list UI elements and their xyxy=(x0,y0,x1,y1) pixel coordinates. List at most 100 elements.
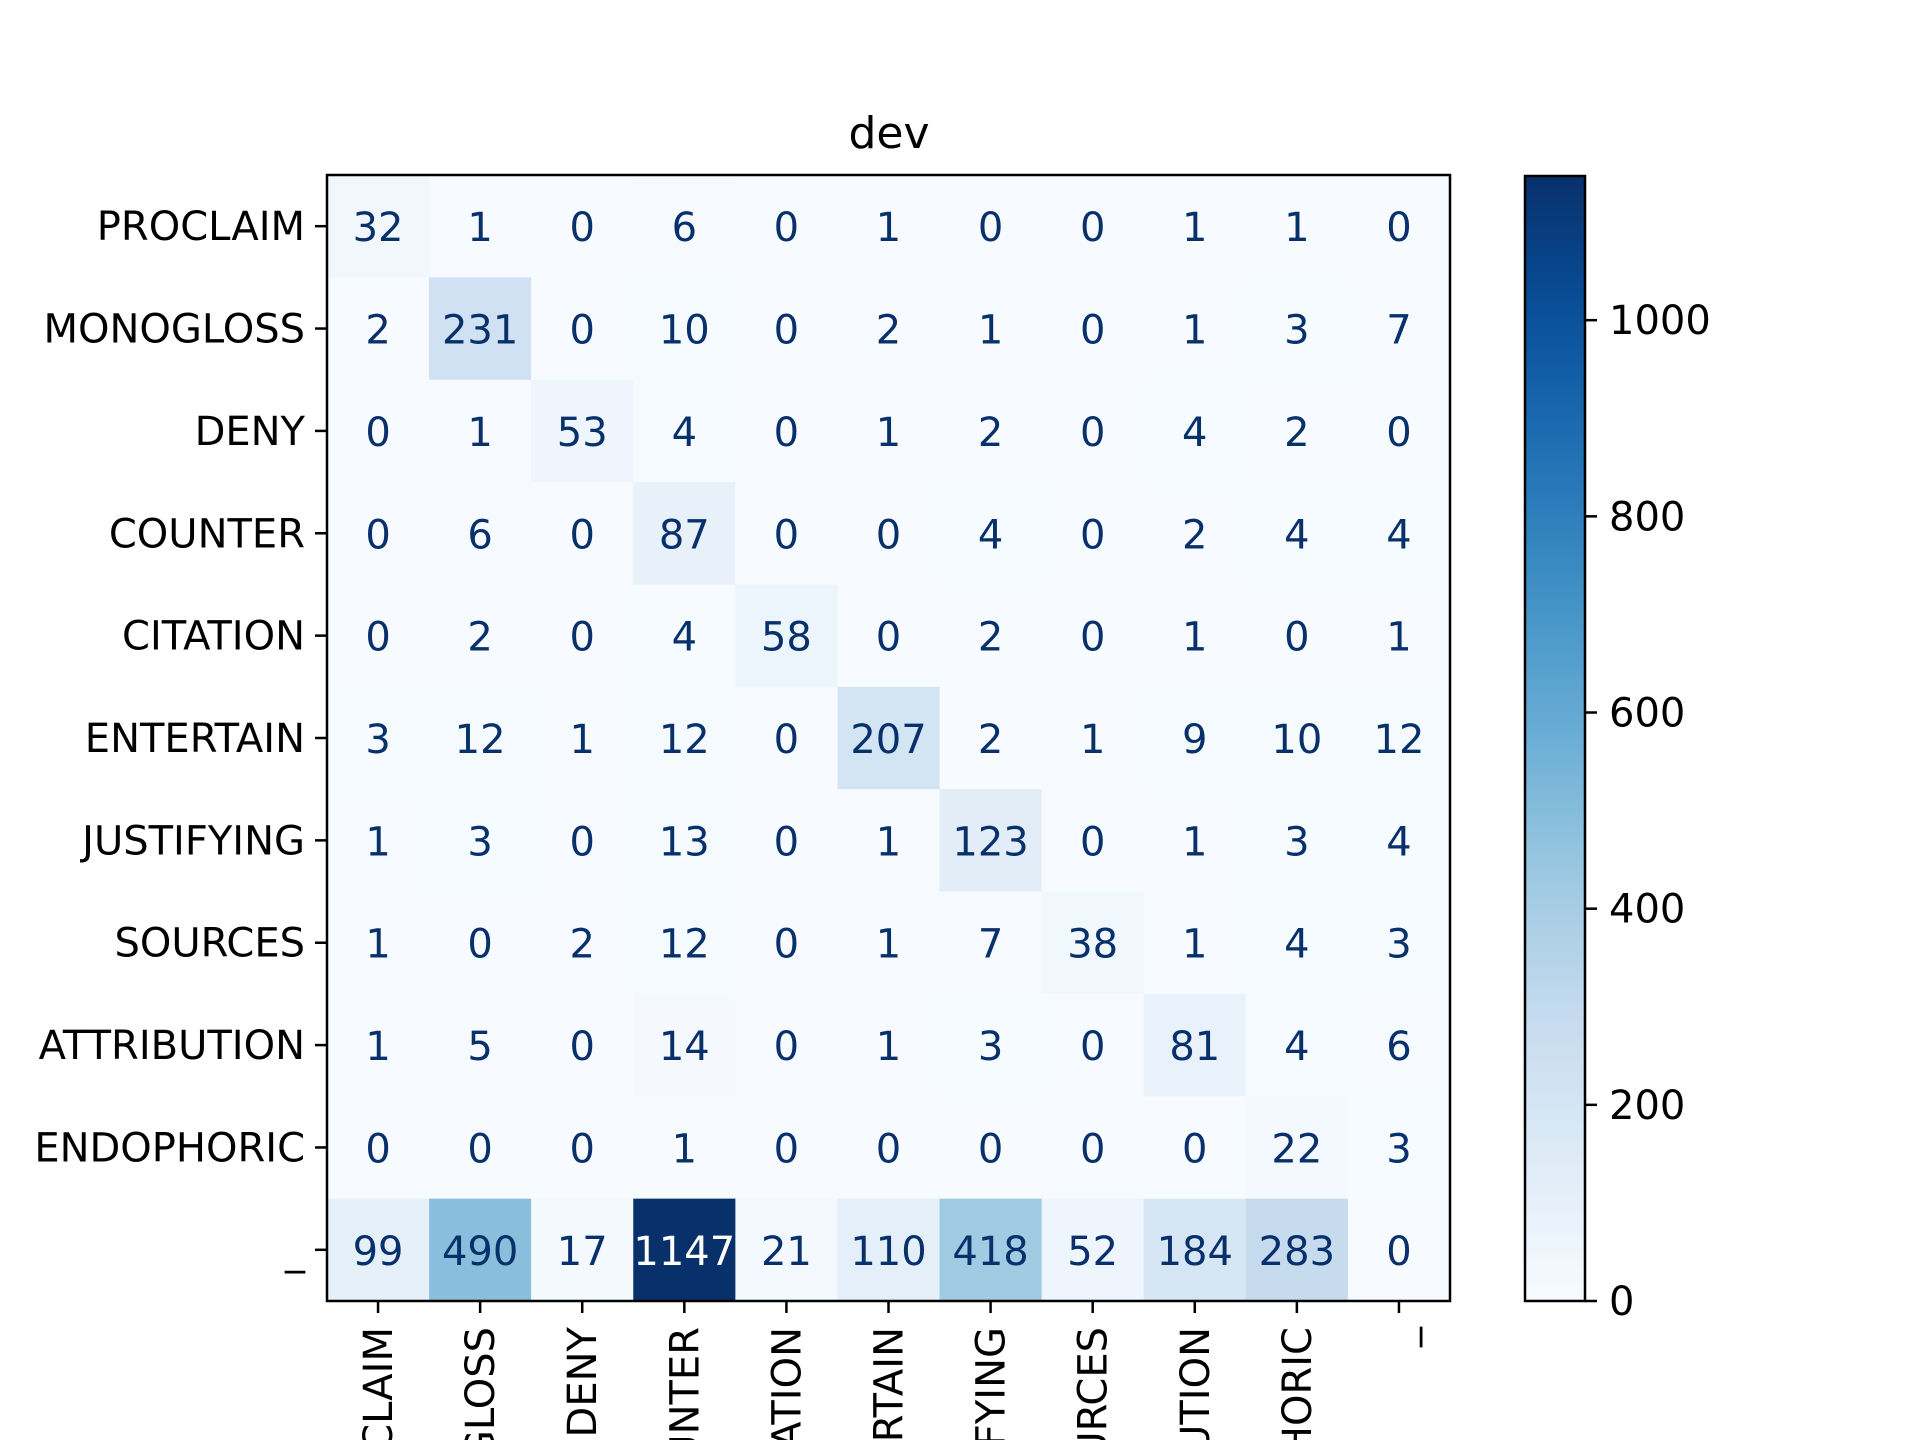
cell-value-label: 3 xyxy=(1284,819,1309,865)
heatmap-cell xyxy=(1041,1198,1145,1302)
cell-value-label: 3 xyxy=(1386,1126,1411,1172)
heatmap-cell xyxy=(735,1096,839,1200)
heatmap-cell xyxy=(1347,482,1451,586)
cell-value-label: 1 xyxy=(876,819,901,865)
cell-value-label: 4 xyxy=(1386,819,1411,865)
heatmap-cell xyxy=(837,1096,941,1200)
y-tick-label: ENDOPHORIC xyxy=(34,1125,305,1171)
cell-value-label: 1 xyxy=(1182,922,1207,968)
y-tick-label: ATTRIBUTION xyxy=(39,1023,305,1069)
cell-value-label: 6 xyxy=(672,205,697,251)
heatmap-cell xyxy=(327,379,430,483)
heatmap-cell xyxy=(1041,686,1145,790)
cell-value-label: 123 xyxy=(952,819,1028,865)
cell-value-label: 4 xyxy=(1284,1024,1309,1070)
heatmap-cell xyxy=(1143,1198,1247,1302)
cell-value-label: 0 xyxy=(1386,205,1411,251)
heatmap-cell xyxy=(633,482,736,586)
cell-value-label: 1 xyxy=(876,410,901,456)
heatmap-cell xyxy=(1245,175,1349,278)
heatmap-cell xyxy=(939,686,1043,790)
y-axis: PROCLAIM MONOGLOSS DENY COUNTER CITATION ENTE… xyxy=(34,204,327,1274)
cell-value-label: 2 xyxy=(978,717,1003,763)
y-tick-label: MONOGLOSS xyxy=(43,307,305,353)
cell-value-label: 0 xyxy=(876,512,901,558)
heatmap-cell xyxy=(1347,175,1451,278)
heatmap-cell xyxy=(1143,277,1247,381)
y-tick-label: SOURCES xyxy=(114,921,305,967)
heatmap-cell xyxy=(1347,1096,1451,1200)
cell-value-label: 5 xyxy=(467,1024,492,1070)
cell-value-label: 0 xyxy=(1080,819,1105,865)
y-tick-label: ENTERTAIN xyxy=(85,716,305,762)
cell-value-label: 184 xyxy=(1157,1229,1233,1275)
heatmap-cell xyxy=(327,891,430,995)
cell-value-label: 1 xyxy=(1182,615,1207,661)
heatmap-cell xyxy=(1245,482,1349,586)
heatmap-cell xyxy=(735,686,839,790)
y-tick-label: JUSTIFYING xyxy=(79,818,305,864)
x-tick-label: ATION xyxy=(764,1327,810,1440)
cell-value-label: 0 xyxy=(467,922,492,968)
x-tick-label: GLOSS xyxy=(458,1327,504,1440)
cell-value-label: 12 xyxy=(659,717,710,763)
cell-value-label: 0 xyxy=(774,1024,799,1070)
cell-value-label: 4 xyxy=(1284,512,1309,558)
heatmap-cell xyxy=(1245,1096,1349,1200)
heatmap-cell xyxy=(1143,789,1247,893)
heatmap-cell xyxy=(429,175,532,278)
cell-value-label: 2 xyxy=(1182,512,1207,558)
heatmap-cell xyxy=(837,789,941,893)
heatmap-cell xyxy=(531,891,634,995)
heatmap-cell xyxy=(735,993,839,1097)
cell-value-label: 99 xyxy=(353,1229,404,1275)
cell-value-label: 0 xyxy=(1182,1126,1207,1172)
heatmap-cell xyxy=(1245,379,1349,483)
heatmap-cell xyxy=(1041,482,1145,586)
cell-value-label: 12 xyxy=(1374,717,1425,763)
cell-value-label: 0 xyxy=(774,512,799,558)
cell-value-label: 21 xyxy=(761,1229,812,1275)
heatmap-cell xyxy=(633,379,736,483)
cell-value-label: 2 xyxy=(467,615,492,661)
heatmap-cell xyxy=(735,789,839,893)
heatmap-cell xyxy=(735,584,839,688)
cell-value-label: 1 xyxy=(672,1126,697,1172)
x-tick-label: _ xyxy=(1377,1326,1423,1348)
cell-value-label: 1 xyxy=(365,1024,390,1070)
cell-value-label: 0 xyxy=(570,308,595,354)
cell-value-label: 3 xyxy=(1284,308,1309,354)
heatmap-cell xyxy=(1245,1198,1349,1302)
heatmap-cell xyxy=(1041,891,1145,995)
heatmap-cell xyxy=(1347,277,1451,381)
colorbar-gradient xyxy=(1523,174,1587,1303)
cell-value-label: 1 xyxy=(1182,205,1207,251)
colorbar-tick-label: 400 xyxy=(1609,887,1685,933)
x-tick-label: HORIC xyxy=(1275,1327,1321,1440)
cell-value-label: 12 xyxy=(659,922,710,968)
heatmap-cell xyxy=(1347,584,1451,688)
cell-value-label: 58 xyxy=(761,615,812,661)
cell-value-label: 0 xyxy=(365,410,390,456)
cell-value-label: 13 xyxy=(659,819,710,865)
heatmap-cell xyxy=(837,277,941,381)
cell-value-label: 3 xyxy=(1386,922,1411,968)
cell-value-label: 14 xyxy=(659,1024,710,1070)
cell-value-label: 17 xyxy=(557,1229,608,1275)
cell-value-label: 2 xyxy=(570,922,595,968)
cell-value-label: 53 xyxy=(557,410,608,456)
cell-value-label: 1 xyxy=(467,410,492,456)
cell-value-label: 81 xyxy=(1169,1024,1220,1070)
heatmap-cell xyxy=(939,1198,1043,1302)
cell-value-label: 3 xyxy=(978,1024,1003,1070)
heatmap-cell xyxy=(1347,993,1451,1097)
heatmap-cell xyxy=(837,584,941,688)
cell-value-label: 1 xyxy=(1386,615,1411,661)
heatmap-cell xyxy=(429,993,532,1097)
y-tick-label: DENY xyxy=(195,409,306,455)
cell-value-label: 231 xyxy=(442,308,518,354)
cell-value-label: 3 xyxy=(467,819,492,865)
cell-value-label: 9 xyxy=(1182,717,1207,763)
x-axis: CLAIM GLOSS DENY UNTER ATION RTAIN IFYING URCES… xyxy=(356,1301,1423,1440)
cell-value-label: 207 xyxy=(850,717,926,763)
